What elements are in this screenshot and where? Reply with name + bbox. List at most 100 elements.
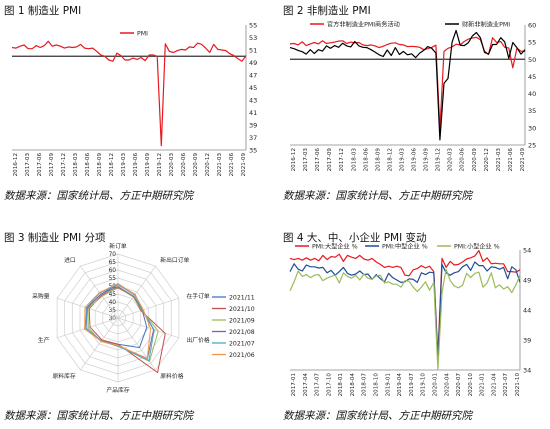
x-tick-label: 2018-06 — [363, 148, 369, 172]
chart-title: 图 4 大、中、小企业 PMI 变动 — [283, 232, 427, 244]
chart-source: 数据来源：国家统计局、方正中期研究院 — [283, 190, 472, 202]
radar-spoke — [117, 317, 180, 339]
x-tick-label: 2017-06 — [37, 153, 43, 177]
x-tick-label: 2017-01 — [291, 373, 297, 397]
legend-label: PMI:中型企业 % — [382, 243, 428, 251]
x-tick-label: 2019-06 — [412, 148, 418, 172]
radar-spoke — [117, 297, 180, 319]
pmi-components-radar-chart: 303540455055606570新订单新出口订单在手订单出厂价格原料价格产品… — [32, 242, 255, 394]
radar-spoke — [80, 317, 119, 371]
x-tick-label: 2019-07 — [409, 373, 415, 397]
x-tick-label: 2021-09 — [241, 153, 247, 177]
series-line-1 — [289, 261, 521, 362]
y-tick-label: 43 — [249, 97, 257, 105]
y-tick-label: 45 — [249, 84, 257, 92]
x-tick-label: 2020-03 — [169, 153, 175, 177]
r-tick-label: 45 — [109, 292, 117, 298]
y-tick-label: 60 — [528, 22, 536, 30]
y-tick-label: 30 — [528, 124, 536, 132]
x-tick-label: 2017-03 — [25, 153, 31, 177]
x-tick-label: 2020-06 — [181, 153, 187, 177]
series-line-0 — [11, 40, 247, 147]
x-tick-label: 2019-03 — [121, 153, 127, 177]
x-tick-label: 2019-06 — [133, 153, 139, 177]
chart-title: 图 1 制造业 PMI — [4, 5, 82, 17]
y-tick-label: 45 — [528, 73, 536, 81]
x-tick-label: 2018-01 — [338, 373, 344, 397]
x-tick-label: 2018-10 — [374, 373, 380, 397]
chart-panel-enterprise-size-pmi: 图 4 大、中、小企业 PMI 变动 34 39 44 49 54 2017-01 2017… — [275, 215, 550, 429]
x-tick-label: 2021-01 — [480, 373, 486, 397]
x-tick-label: 2021-04 — [491, 373, 497, 397]
radar-axis-label: 在手订单 — [187, 292, 210, 300]
x-tick-label: 2020-09 — [472, 148, 478, 172]
enterprise-size-pmi-chart: 34 39 44 49 54 2017-01 2017-04 2017-07 2017-10 20… — [289, 243, 531, 397]
x-tick-label: 2018-09 — [375, 148, 381, 172]
y-tick-label: 55 — [249, 22, 257, 30]
r-tick-label: 65 — [109, 260, 117, 266]
y-tick-label: 25 — [528, 142, 536, 150]
x-tick-label: 2021-10 — [515, 373, 521, 397]
x-tick-label: 2017-04 — [303, 373, 309, 397]
x-tick-label: 2020-10 — [468, 373, 474, 397]
radar-axis-label: 进口 — [64, 256, 76, 264]
chart-panel-manufacturing-pmi: 图 1 制造业 PMI 35 37 39 41 43 45 47 49 51 53 55 2016-1… — [0, 0, 275, 215]
y-tick-label: 40 — [528, 90, 536, 98]
x-tick-label: 2018-12 — [387, 148, 393, 171]
y-tick-label: 51 — [249, 47, 257, 55]
chart-title: 图 2 非制造业 PMI — [283, 5, 371, 17]
y-tick-label: 37 — [249, 134, 257, 142]
x-tick-label: 2019-03 — [399, 148, 405, 172]
chart-title: 图 3 制造业 PMI 分项 — [4, 232, 106, 244]
series-line-1 — [289, 29, 526, 141]
radar-spoke — [117, 265, 156, 319]
radar-axis-label: 新出口订单 — [160, 256, 189, 264]
y-tick-label: 35 — [528, 107, 536, 115]
radar-axis-label: 采购量 — [32, 292, 50, 300]
legend-label: 2021/10 — [229, 306, 255, 313]
r-tick-label: 30 — [109, 316, 117, 322]
chart-source: 数据来源：国家统计局、方正中期研究院 — [283, 410, 472, 422]
y-tick-label: 53 — [249, 34, 257, 42]
radar-spoke — [56, 317, 119, 339]
x-tick-label: 2017-07 — [315, 373, 321, 397]
chart-source: 数据来源：国家统计局、方正中期研究院 — [4, 190, 193, 202]
series-line-2 — [289, 268, 521, 370]
x-tick-label: 2017-09 — [49, 153, 55, 177]
r-tick-label: 35 — [109, 308, 117, 314]
radar-axis-label: 原料库存 — [52, 372, 75, 380]
x-tick-label: 2019-01 — [385, 373, 391, 397]
x-tick-label: 2018-06 — [85, 153, 91, 177]
radar-series-4 — [85, 284, 155, 362]
x-tick-label: 2017-10 — [326, 373, 332, 397]
manufacturing-pmi-chart: 35 37 39 41 43 45 47 49 51 53 55 2016-12 2017-03 2017… — [11, 22, 257, 177]
legend-label: 2021/09 — [229, 318, 255, 325]
r-tick-label: 60 — [109, 268, 117, 274]
x-tick-label: 2021-06 — [508, 148, 514, 172]
x-tick-label: 2021-07 — [503, 373, 509, 397]
x-tick-label: 2019-12 — [436, 148, 442, 171]
x-tick-label: 2019-04 — [397, 373, 403, 397]
y-tick-label: 39 — [249, 122, 257, 130]
legend-label: PMI:小型企业 % — [454, 243, 500, 251]
legend-label: PMI:大型企业 % — [312, 243, 358, 251]
x-tick-label: 2018-07 — [362, 373, 368, 397]
series-line-0 — [289, 36, 526, 130]
legend-label: 2021/07 — [229, 341, 255, 348]
legend-label: 财新非制造业PMI — [462, 21, 510, 29]
y-tick-label: 47 — [249, 72, 257, 80]
r-tick-label: 55 — [109, 276, 117, 282]
x-tick-label: 2016-12 — [13, 153, 19, 176]
x-tick-label: 2017-09 — [327, 148, 333, 172]
y-tick-label: 35 — [249, 147, 257, 155]
legend-label: 2021/11 — [229, 295, 255, 302]
x-tick-label: 2021-06 — [229, 153, 235, 177]
x-tick-label: 2017-03 — [303, 148, 309, 172]
x-tick-label: 2019-12 — [157, 153, 163, 176]
legend-label: 官方非制造业PMI商务活动 — [327, 21, 400, 29]
x-tick-label: 2020-01 — [432, 373, 438, 397]
x-tick-label: 2018-09 — [97, 153, 103, 177]
chart-source: 数据来源：国家统计局、方正中期研究院 — [4, 410, 193, 422]
x-tick-label: 2017-06 — [315, 148, 321, 172]
y-tick-label: 54 — [523, 247, 531, 255]
